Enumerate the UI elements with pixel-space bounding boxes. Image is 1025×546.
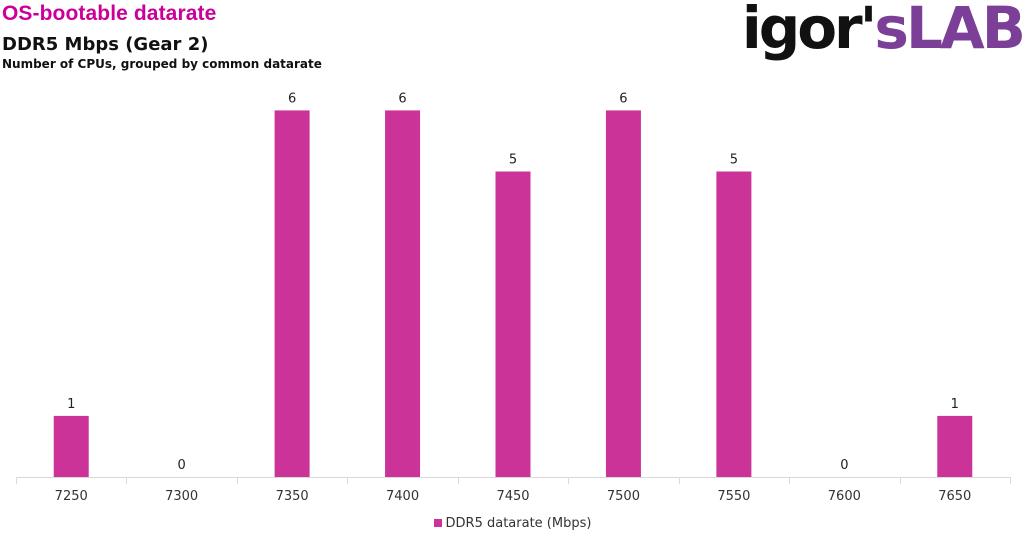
data-label: 0	[840, 458, 848, 473]
data-label: 6	[398, 91, 406, 106]
data-label: 0	[178, 458, 186, 473]
chart-caption: Number of CPUs, grouped by common datara…	[2, 57, 322, 71]
data-label: 5	[509, 153, 517, 168]
x-tick-label: 7650	[938, 489, 971, 504]
igorslab-logo: igor'sLAB	[742, 0, 1025, 57]
data-label: 6	[288, 91, 296, 106]
bar	[385, 110, 421, 478]
bar	[495, 171, 531, 477]
bar	[716, 171, 752, 477]
data-label: 1	[951, 397, 959, 412]
x-tick-label: 7600	[828, 489, 861, 504]
logo-text-part2: sLAB	[874, 0, 1025, 62]
x-tick-label: 7500	[607, 489, 640, 504]
logo-text-part1: igor'	[741, 0, 878, 62]
legend-label: DDR5 datarate (Mbps)	[445, 516, 592, 531]
data-label: 1	[67, 397, 75, 412]
x-tick-label: 7550	[717, 489, 750, 504]
bar	[274, 110, 310, 478]
x-tick-label: 7350	[276, 489, 309, 504]
legend-swatch	[433, 519, 442, 527]
x-tick-label: 7300	[165, 489, 198, 504]
x-tick-label: 7250	[55, 489, 88, 504]
bar	[605, 110, 641, 478]
bar	[937, 415, 973, 477]
x-tick-label: 7400	[386, 489, 419, 504]
chart-subtitle: DDR5 Mbps (Gear 2)	[2, 34, 209, 55]
data-label: 5	[730, 153, 738, 168]
bar	[53, 415, 89, 477]
x-tick-label: 7450	[496, 489, 529, 504]
data-label: 6	[619, 91, 627, 106]
chart-legend: DDR5 datarate (Mbps)	[0, 516, 1025, 531]
chart-title: OS-bootable datarate	[2, 2, 217, 25]
